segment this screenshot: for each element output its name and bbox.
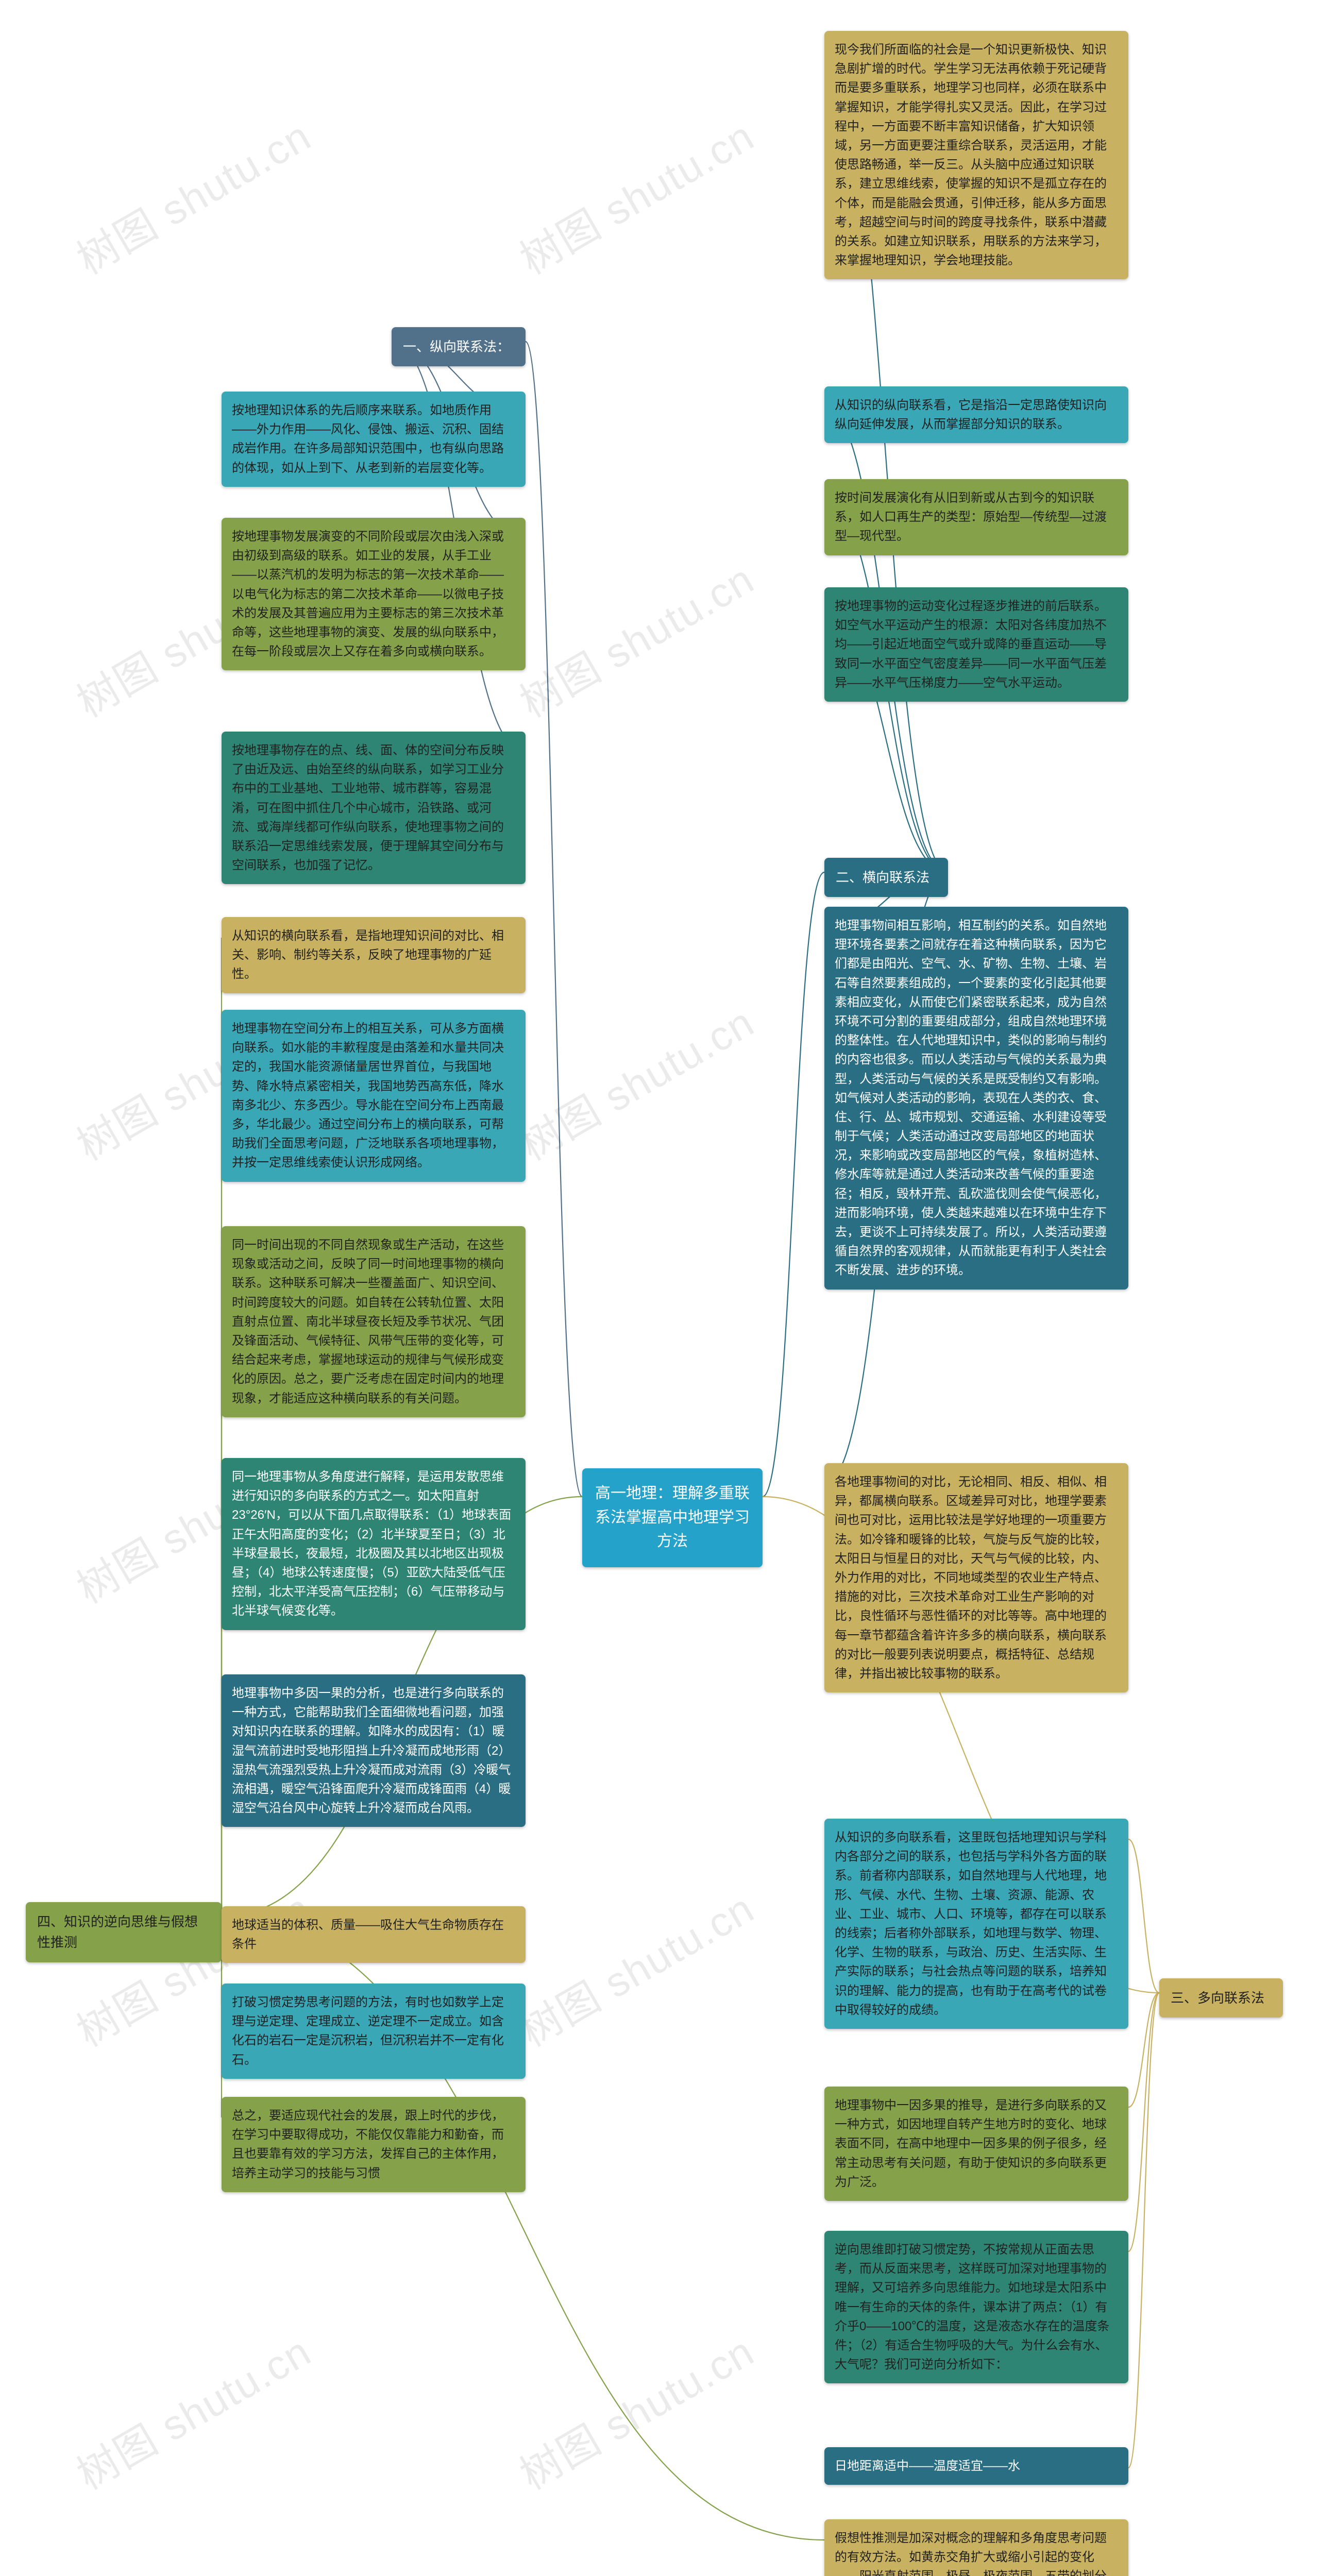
- leaf-b4-8: 假想性推测是加深对概念的理解和多角度思考问题的有效方法。如黄赤交角扩大或缩小引起…: [824, 2519, 1128, 2576]
- watermark: 树图 shutu.cn: [508, 547, 764, 729]
- leaf-b4-5: 地球适当的体积、质量——吸住大气生命物质存在条件: [222, 1906, 526, 1963]
- leaf-b4-2: 同一时间出现的不同自然现象或生产活动，在这些现象或活动之间，反映了同一时间地理事…: [222, 1226, 526, 1417]
- leaf-b2-5: 各地理事物间的对比，无论相同、相反、相似、相异，都属横向联系。区域差异可对比，地…: [824, 1463, 1128, 1692]
- leaf-b2-1: 从知识的纵向联系看，它是指沿一定思路使知识向纵向延伸发展，从而掌握部分知识的联系…: [824, 386, 1128, 443]
- leaf-b1-1: 按地理事物发展演变的不同阶段或层次由浅入深或由初级到高级的联系。如工业的发展，从…: [222, 518, 526, 670]
- watermark: 树图 shutu.cn: [64, 2319, 320, 2501]
- leaf-b1-2: 按地理事物存在的点、线、面、体的空间分布反映了由近及远、由始至终的纵向联系，如学…: [222, 732, 526, 884]
- watermark: 树图 shutu.cn: [508, 104, 764, 286]
- watermark: 树图 shutu.cn: [64, 104, 320, 286]
- leaf-b2-4: 地理事物间相互影响，相互制约的关系。如自然地理环境各要素之间就存在着这种横向联系…: [824, 907, 1128, 1290]
- branch-b1: 一、纵向联系法：: [392, 327, 526, 366]
- leaf-b4-0: 从知识的横向联系看，是指地理知识间的对比、相关、影响、制约等关系，反映了地理事物…: [222, 917, 526, 993]
- leaf-b4-7: 总之，要适应现代社会的发展，跟上时代的步伐，在学习中要取得成功，不能仅仅靠能力和…: [222, 2097, 526, 2192]
- branch-b2: 二、横向联系法: [824, 858, 948, 897]
- root-node: 高一地理：理解多重联系法掌握高中地理学习方法: [582, 1468, 763, 1567]
- leaf-b3-1: 地理事物中一因多果的推导，是进行多向联系的又一种方式，如因地理自转产生地方时的变…: [824, 2087, 1128, 2201]
- leaf-b3-3: 日地距离适中——温度适宜——水: [824, 2447, 1128, 2485]
- leaf-b3-0: 从知识的多向联系看，这里既包括地理知识与学科内各部分之间的联系，也包括与学科外各…: [824, 1819, 1128, 2029]
- leaf-b3-2: 逆向思维即打破习惯定势，不按常规从正面去思考，而从反面来思考，这样既可加深对地理…: [824, 2231, 1128, 2383]
- leaf-b2-2: 按时间发展演化有从旧到新或从古到今的知识联系，如人口再生产的类型：原始型—传统型…: [824, 479, 1128, 555]
- leaf-b4-6: 打破习惯定势思考问题的方法，有时也如数学上定理与逆定理、定理成立、逆定理不一定成…: [222, 1984, 526, 2079]
- leaf-b2-3: 按地理事物的运动变化过程逐步推进的前后联系。如空气水平运动产生的根源：太阳对各纬…: [824, 587, 1128, 702]
- leaf-b2-0: 现今我们所面临的社会是一个知识更新极快、知识急剧扩增的时代。学生学习无法再依赖于…: [824, 31, 1128, 279]
- leaf-b4-1: 地理事物在空间分布上的相互关系，可从多方面横向联系。如水能的丰歉程度是由落差和水…: [222, 1010, 526, 1182]
- watermark: 树图 shutu.cn: [508, 1876, 764, 2058]
- watermark: 树图 shutu.cn: [508, 2319, 764, 2501]
- watermark: 树图 shutu.cn: [508, 990, 764, 1172]
- leaf-b4-3: 同一地理事物从多角度进行解释，是运用发散思维进行知识的多向联系的方式之一。如太阳…: [222, 1458, 526, 1630]
- leaf-b4-4: 地理事物中多因一果的分析，也是进行多向联系的一种方式，它能帮助我们全面细微地看问…: [222, 1674, 526, 1827]
- branch-b4: 四、知识的逆向思维与假想性推测: [26, 1902, 222, 1962]
- branch-b3: 三、多向联系法: [1159, 1978, 1283, 2018]
- leaf-b1-0: 按地理知识体系的先后顺序来联系。如地质作用——外力作用——风化、侵蚀、搬运、沉积…: [222, 392, 526, 487]
